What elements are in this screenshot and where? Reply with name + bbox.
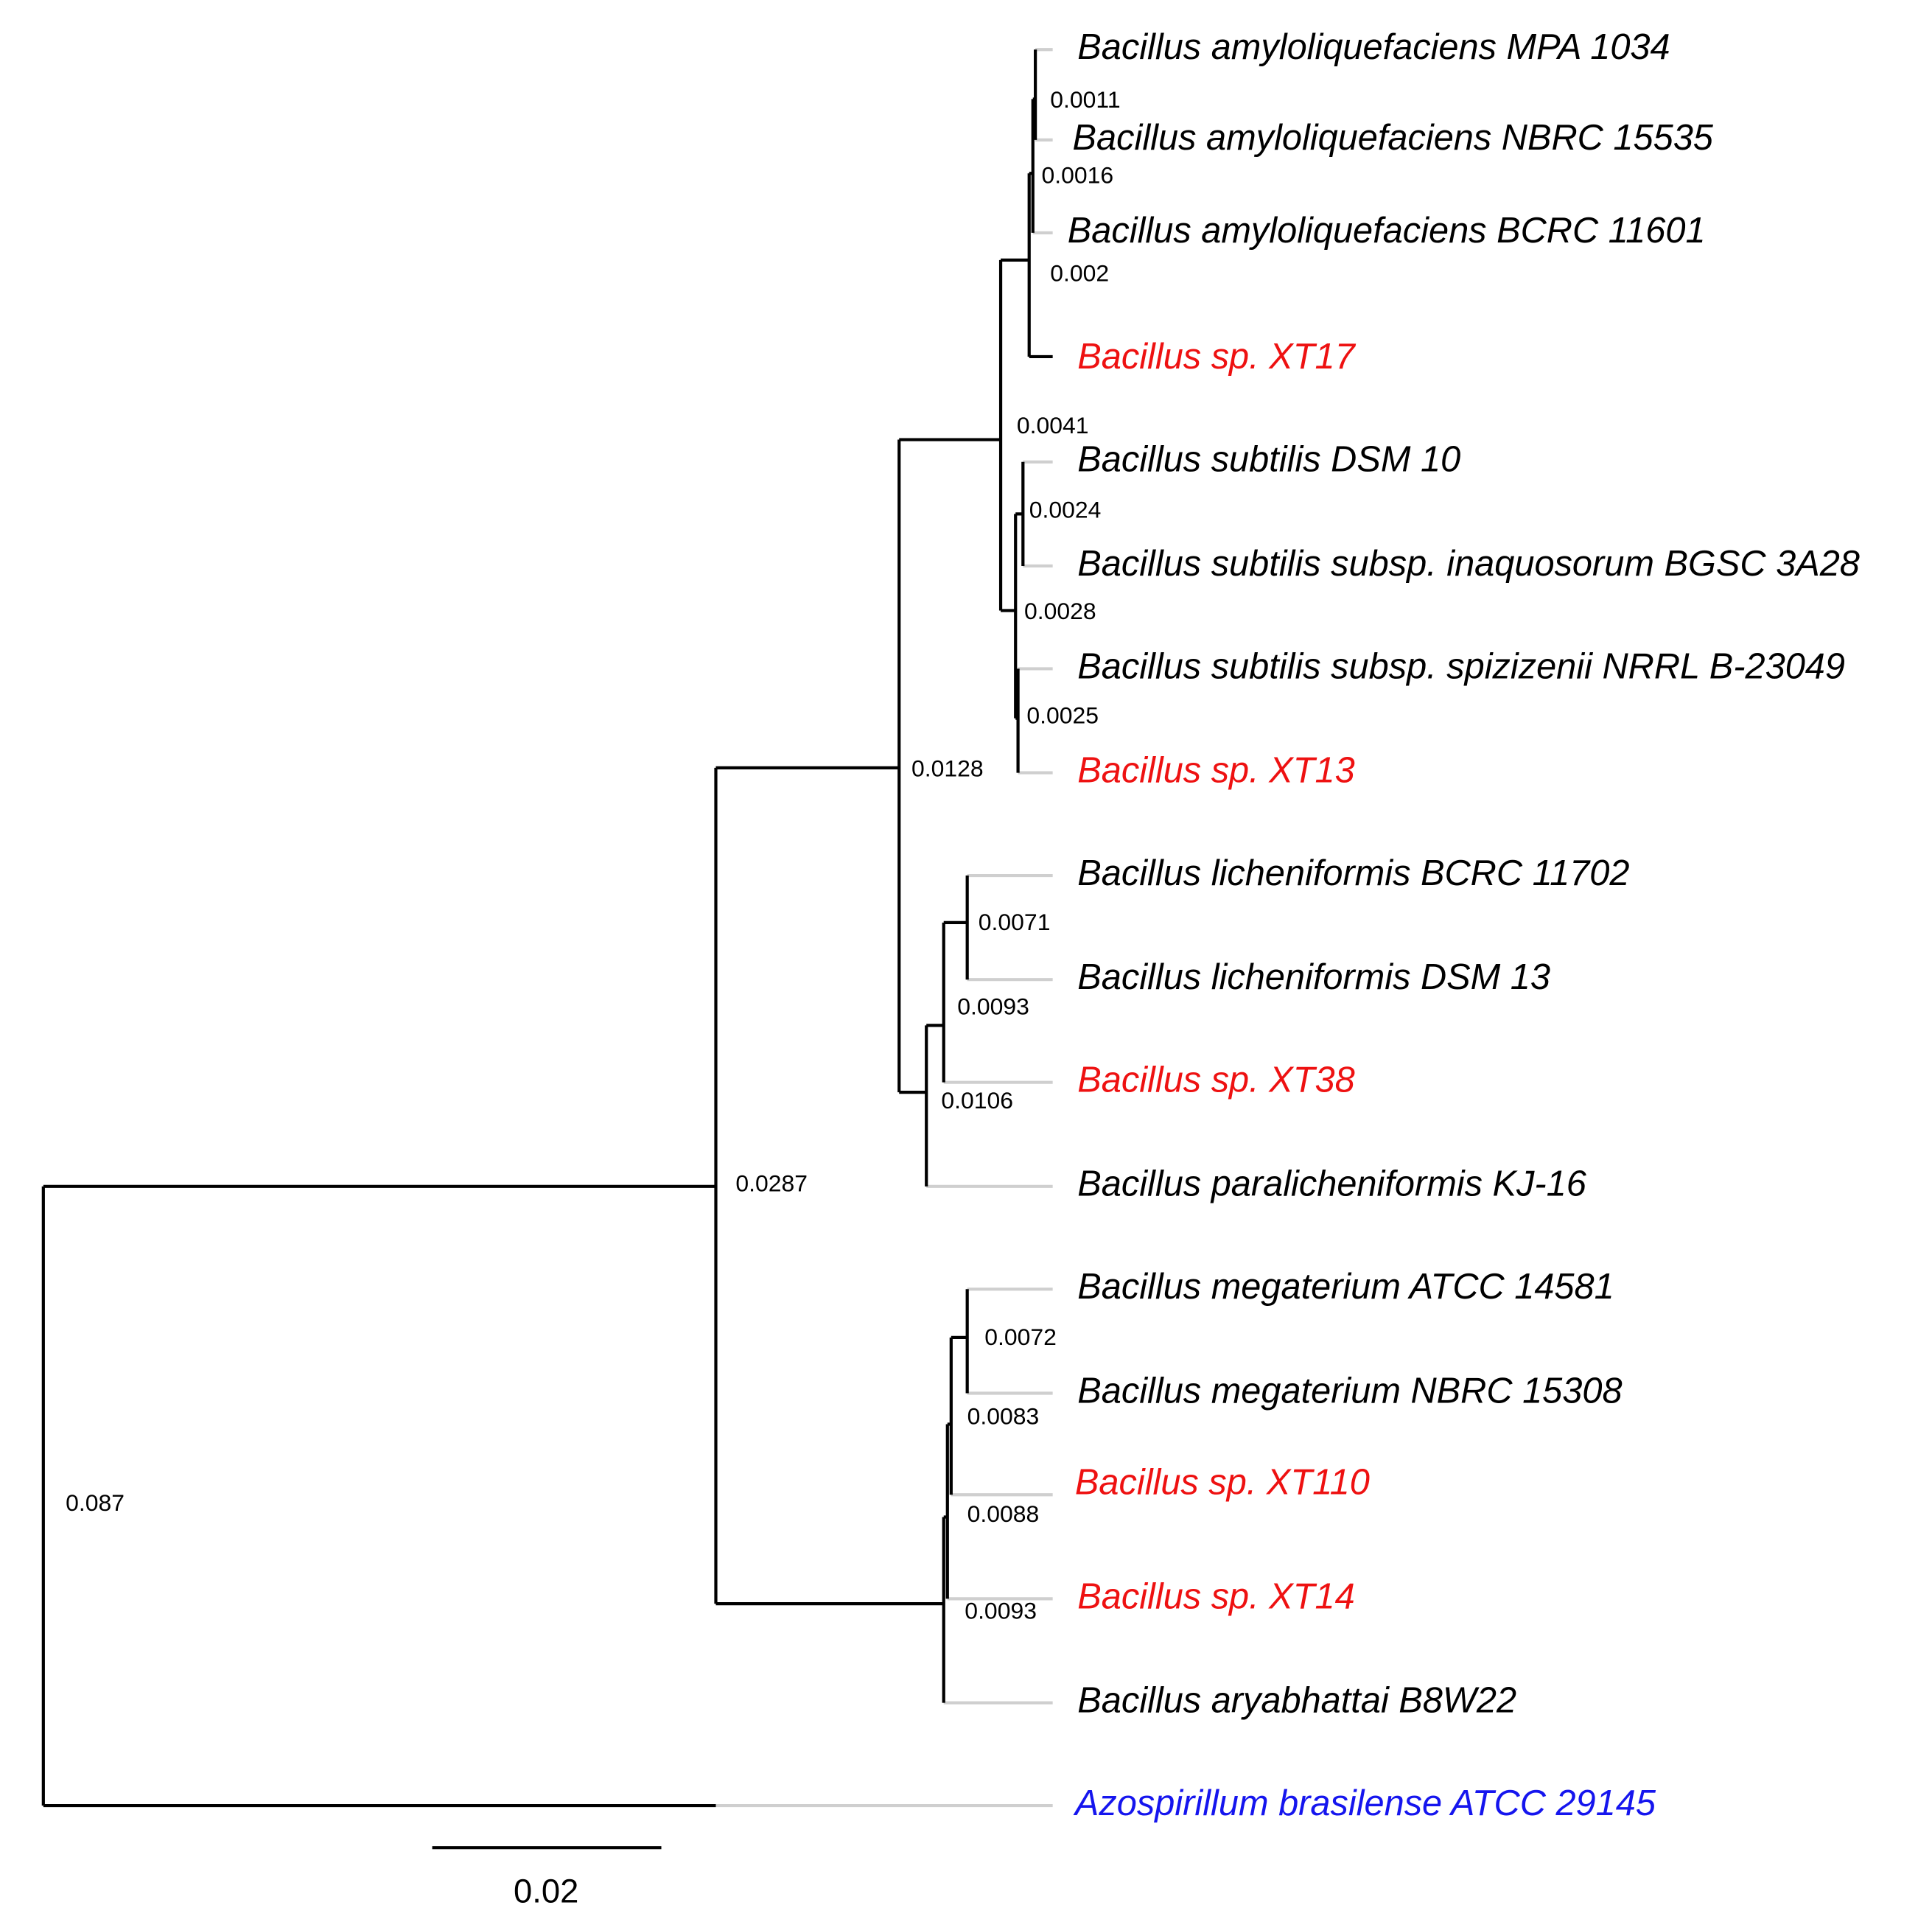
branch-label: 0.0093 xyxy=(965,1597,1037,1624)
branch-label: 0.0071 xyxy=(979,909,1051,935)
leaf-label: Bacillus sp. XT110 xyxy=(1075,1463,1370,1503)
leaf-label: Bacillus amyloliquefaciens NBRC 15535 xyxy=(1073,118,1714,158)
leaf-label: Azospirillum brasilense ATCC 29145 xyxy=(1073,1783,1656,1823)
branch-label: 0.0287 xyxy=(735,1170,808,1197)
leaf-label: Bacillus subtilis subsp. spizizenii NRRL… xyxy=(1077,646,1845,686)
leaf-label: Bacillus licheniformis BCRC 11702 xyxy=(1077,853,1629,893)
scale-bar-label: 0.02 xyxy=(514,1872,578,1909)
branch-label: 0.0093 xyxy=(957,993,1029,1019)
branch-label: 0.0011 xyxy=(1050,86,1120,113)
leaf-label: Bacillus megaterium ATCC 14581 xyxy=(1077,1267,1614,1307)
branch-label: 0.0041 xyxy=(1017,412,1089,438)
branch-label: 0.0106 xyxy=(941,1087,1013,1114)
tree-branches xyxy=(41,49,1053,1808)
leaf-label: Bacillus sp. XT13 xyxy=(1077,750,1354,790)
branch-label: 0.0016 xyxy=(1042,162,1114,189)
leaf-label: Bacillus aryabhattai B8W22 xyxy=(1077,1680,1516,1720)
leaf-label: Bacillus amyloliquefaciens BCRC 11601 xyxy=(1068,211,1706,251)
branch-label: 0.0024 xyxy=(1029,496,1102,523)
leaf-label: Bacillus megaterium NBRC 15308 xyxy=(1077,1371,1622,1411)
leaf-label: Bacillus paralicheniformis KJ-16 xyxy=(1077,1164,1586,1204)
branch-label: 0.0128 xyxy=(911,755,984,782)
leaf-label: Bacillus licheniformis DSM 13 xyxy=(1077,957,1550,997)
tip-branches xyxy=(715,48,1053,1808)
leaf-label: Bacillus amyloliquefaciens MPA 1034 xyxy=(1077,27,1670,67)
leaf-label: Bacillus sp. XT38 xyxy=(1077,1060,1354,1100)
leaf-label: Bacillus subtilis DSM 10 xyxy=(1077,440,1460,480)
branch-label: 0.002 xyxy=(1050,259,1109,286)
branch-label: 0.0083 xyxy=(967,1403,1040,1430)
branch-label: 0.087 xyxy=(66,1489,125,1516)
branch-label: 0.0072 xyxy=(984,1324,1057,1350)
leaf-label: Bacillus sp. XT17 xyxy=(1077,337,1356,377)
branch-label: 0.0025 xyxy=(1026,702,1099,728)
leaf-label: Bacillus subtilis subsp. inaquosorum BGS… xyxy=(1077,544,1860,584)
leaf-label: Bacillus sp. XT14 xyxy=(1077,1576,1354,1616)
branch-label: 0.0028 xyxy=(1024,598,1096,624)
branch-label: 0.0088 xyxy=(967,1500,1040,1527)
